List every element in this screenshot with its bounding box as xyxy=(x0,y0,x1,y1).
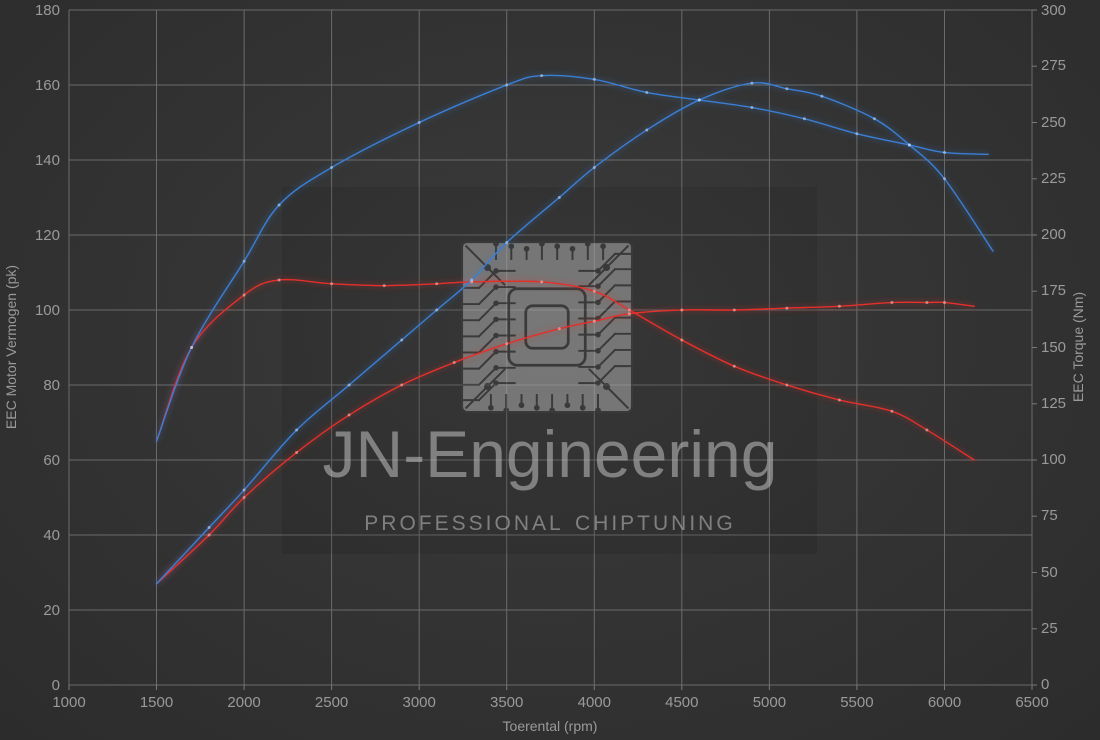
svg-text:0: 0 xyxy=(1041,676,1049,693)
svg-text:5500: 5500 xyxy=(840,694,873,711)
svg-text:225: 225 xyxy=(1041,170,1066,187)
svg-text:125: 125 xyxy=(1041,395,1066,412)
svg-text:100: 100 xyxy=(35,302,60,319)
svg-text:6000: 6000 xyxy=(928,694,961,711)
svg-text:5000: 5000 xyxy=(753,694,786,711)
svg-text:2000: 2000 xyxy=(227,694,260,711)
svg-text:200: 200 xyxy=(1041,226,1066,243)
svg-text:JN-Engineering: JN-Engineering xyxy=(323,417,778,491)
svg-text:1500: 1500 xyxy=(140,694,173,711)
svg-text:40: 40 xyxy=(43,527,60,544)
svg-text:0: 0 xyxy=(52,677,60,694)
svg-text:120: 120 xyxy=(35,227,60,244)
svg-text:160: 160 xyxy=(35,77,60,94)
svg-text:1000: 1000 xyxy=(52,694,85,711)
svg-text:60: 60 xyxy=(43,452,60,469)
svg-text:professional chiptuning: professional chiptuning xyxy=(364,504,735,537)
svg-text:100: 100 xyxy=(1041,451,1066,468)
svg-text:80: 80 xyxy=(43,377,60,394)
svg-text:2500: 2500 xyxy=(315,694,348,711)
svg-text:EEC Torque (Nm): EEC Torque (Nm) xyxy=(1070,292,1086,402)
svg-text:4000: 4000 xyxy=(578,694,611,711)
svg-text:EEC Motor Vermogen (pk): EEC Motor Vermogen (pk) xyxy=(3,265,19,429)
svg-text:25: 25 xyxy=(1041,620,1058,637)
svg-text:175: 175 xyxy=(1041,282,1066,299)
svg-text:75: 75 xyxy=(1041,507,1058,524)
svg-text:Toerental (rpm): Toerental (rpm) xyxy=(503,718,598,734)
svg-text:3000: 3000 xyxy=(403,694,436,711)
svg-text:50: 50 xyxy=(1041,564,1058,581)
svg-text:4500: 4500 xyxy=(665,694,698,711)
svg-text:250: 250 xyxy=(1041,114,1066,131)
svg-text:140: 140 xyxy=(35,152,60,169)
svg-text:180: 180 xyxy=(35,2,60,19)
svg-text:150: 150 xyxy=(1041,339,1066,356)
svg-text:6500: 6500 xyxy=(1015,694,1048,711)
svg-text:3500: 3500 xyxy=(490,694,523,711)
svg-text:300: 300 xyxy=(1041,2,1066,19)
svg-text:275: 275 xyxy=(1041,57,1066,74)
svg-text:20: 20 xyxy=(43,602,60,619)
